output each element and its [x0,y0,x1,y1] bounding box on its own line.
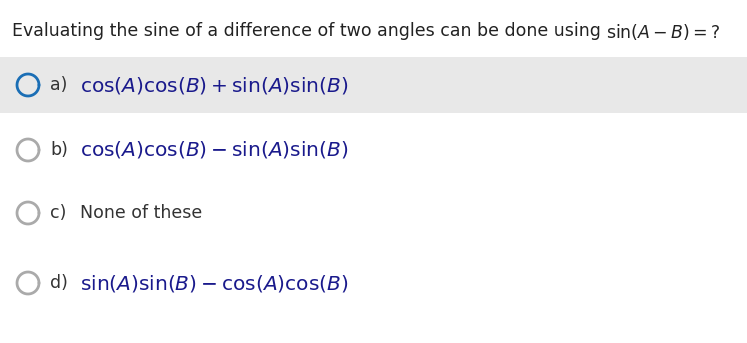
Text: $\cos(A)\cos(B) + \sin(A)\sin(B)$: $\cos(A)\cos(B) + \sin(A)\sin(B)$ [80,74,348,95]
FancyBboxPatch shape [0,57,747,113]
Text: b): b) [50,141,68,159]
Text: a): a) [50,76,67,94]
Text: c): c) [50,204,66,222]
Text: $\sin(A - B) =?$: $\sin(A - B) =?$ [607,22,721,42]
Text: Evaluating the sine of a difference of two angles can be done using: Evaluating the sine of a difference of t… [12,22,607,40]
Text: None of these: None of these [80,204,202,222]
Text: d): d) [50,274,68,292]
Text: $\sin(A)\sin(B) - \cos(A)\cos(B)$: $\sin(A)\sin(B) - \cos(A)\cos(B)$ [80,272,348,294]
Text: $\cos(A)\cos(B) - \sin(A)\sin(B)$: $\cos(A)\cos(B) - \sin(A)\sin(B)$ [80,140,348,161]
